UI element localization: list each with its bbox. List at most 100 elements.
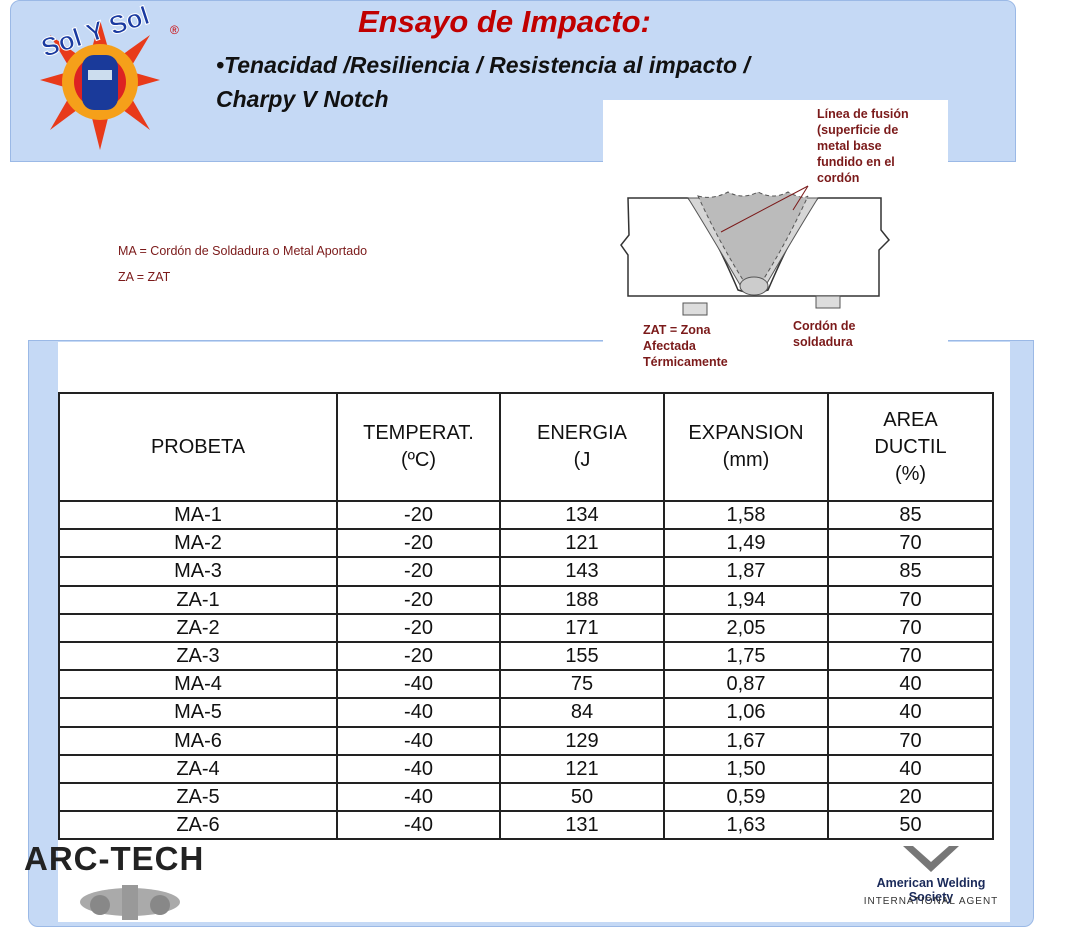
cell: ZA-1: [58, 584, 338, 615]
cell: 50: [827, 810, 994, 841]
cell: MA-1: [58, 499, 338, 531]
note: MA = Cordón de Soldadura o Metal Aportad…: [118, 244, 368, 258]
cell: 50: [499, 781, 665, 813]
text-line: (mm): [722, 449, 770, 471]
arctech-icon: [80, 885, 180, 920]
cell: MA-5: [58, 697, 338, 728]
text-line: soldadura: [793, 335, 853, 349]
text-line: DUCTIL: [874, 435, 947, 458]
cell: 1,58: [663, 499, 829, 531]
cell: 70: [827, 640, 994, 672]
aws-mark: [903, 846, 959, 872]
cell: 1,06: [663, 697, 829, 728]
cell: MA-4: [58, 669, 338, 700]
cell: -40: [336, 753, 501, 784]
registered: ®: [170, 23, 179, 37]
aws-name: American Welding Society: [876, 876, 986, 904]
weld-label: Cordón de soldadura: [793, 318, 856, 350]
cell: MA-2: [58, 528, 338, 559]
text-line: ENERGIA: [536, 422, 628, 444]
cell: 85: [827, 556, 994, 587]
text-line: metal base: [817, 139, 882, 153]
text-line: (ºC): [400, 449, 437, 471]
header-cell: PROBETA: [58, 392, 338, 502]
cell: MA-6: [58, 725, 338, 756]
cell: -20: [336, 612, 501, 643]
cell: 40: [827, 669, 994, 700]
cell: 1,49: [663, 528, 829, 559]
cell: 70: [827, 528, 994, 559]
cell: -20: [336, 499, 501, 531]
row: MA-6 -40 129 1,67 70: [58, 725, 994, 756]
cell: 2,05: [663, 612, 829, 643]
header-cell: AREA DUCTIL (%): [827, 392, 994, 502]
weld-sketch: [620, 185, 891, 316]
text-line: Afectada: [643, 339, 696, 353]
text-line: TEMPERAT.: [363, 422, 474, 444]
row: ZA-5 -40 50 0,59 20: [58, 781, 994, 813]
header-cell: EXPANSION (mm): [663, 392, 829, 502]
cell: 85: [827, 499, 994, 531]
cell: MA-3: [58, 556, 338, 587]
header-cell: TEMPERAT. (ºC): [336, 392, 501, 502]
cell: 1,87: [663, 556, 829, 587]
cell: 40: [827, 753, 994, 784]
cell: 155: [499, 640, 665, 672]
aws-sub: INTERNATIONAL AGENT: [863, 896, 999, 907]
cell: ZA-5: [58, 781, 338, 813]
text-line: EXPANSION: [688, 422, 804, 444]
row: ZA-1 -20 188 1,94 70: [58, 584, 994, 615]
cell: 70: [827, 612, 994, 643]
cell: 121: [499, 753, 665, 784]
text-line: fundido en el: [817, 155, 895, 169]
row: MA-4 -40 75 0,87 40: [58, 669, 994, 700]
cell: -40: [336, 669, 501, 700]
cell: ZA-2: [58, 612, 338, 643]
cell: 188: [499, 584, 665, 615]
text-line: Línea de fusión: [817, 107, 909, 121]
cell: 1,67: [663, 725, 829, 756]
cell: 1,50: [663, 753, 829, 784]
text-line: (J: [573, 449, 591, 471]
cell: ZA-6: [58, 810, 338, 841]
cell: -20: [336, 528, 501, 559]
cell: ZA-3: [58, 640, 338, 672]
cell: 1,75: [663, 640, 829, 672]
cell: 134: [499, 499, 665, 531]
row: MA-5 -40 84 1,06 40: [58, 697, 994, 728]
header-cell: ENERGIA (J: [499, 392, 665, 502]
text-line: cordón: [817, 171, 860, 185]
cell: 121: [499, 528, 665, 559]
cell: 1,94: [663, 584, 829, 615]
cell: 171: [499, 612, 665, 643]
row: ZA-6 -40 131 1,63 50: [58, 810, 994, 841]
text-line: Cordón de: [793, 319, 856, 333]
cell: 0,87: [663, 669, 829, 700]
cell: 70: [827, 725, 994, 756]
cell: -20: [336, 556, 501, 587]
cell: 1,63: [663, 810, 829, 841]
cell: 75: [499, 669, 665, 700]
zat-label: ZAT = Zona Afectada Térmicamente: [643, 322, 728, 370]
text-line: ZAT = Zona: [643, 323, 711, 337]
bullet: •Tenacidad /Resiliencia / Resistencia al…: [216, 52, 750, 78]
row: ZA-3 -20 155 1,75 70: [58, 640, 994, 672]
row: ZA-2 -20 171 2,05 70: [58, 612, 994, 643]
text-line: (superficie de: [817, 123, 899, 137]
text-line: AREA: [883, 408, 938, 431]
cell: ZA-4: [58, 753, 338, 784]
row: MA-1 -20 134 1,58 85: [58, 499, 994, 531]
aws-logo: American Welding Society INTERNATIONAL A…: [856, 842, 1006, 922]
row: ZA-4 -40 121 1,50 40: [58, 753, 994, 784]
cell: 20: [827, 781, 994, 813]
cell: 0,59: [663, 781, 829, 813]
cell: -40: [336, 725, 501, 756]
cell: 70: [827, 584, 994, 615]
note: ZA = ZAT: [118, 270, 171, 284]
text-line: PROBETA: [150, 435, 246, 458]
cell: 40: [827, 697, 994, 728]
fusion-label: Línea de fusión (superficie de metal base f…: [817, 106, 909, 186]
cell: -40: [336, 810, 501, 841]
cell: 131: [499, 810, 665, 841]
